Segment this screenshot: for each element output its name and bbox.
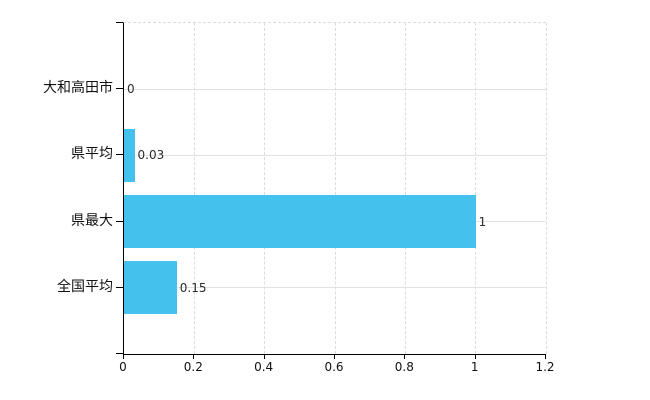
y-axis-tick [116, 286, 123, 288]
bar-value-label: 0.15 [179, 280, 207, 295]
horizontal-gridline [124, 88, 546, 90]
x-axis-tick [474, 354, 476, 359]
x-axis-tick-label: 0 [119, 360, 127, 374]
y-axis-end-tick [116, 22, 123, 23]
category-label: 大和高田市 [43, 80, 113, 97]
category-label: 県平均 [71, 146, 113, 163]
category-label: 全国平均 [57, 278, 113, 295]
x-axis-tick-label: 0.2 [183, 360, 203, 374]
x-axis-tick [263, 354, 265, 359]
bar-value-label: 0.03 [137, 148, 165, 163]
x-axis-tick [404, 354, 406, 359]
x-axis-tick-label: 0.8 [394, 360, 414, 374]
y-axis-end-tick [116, 353, 123, 354]
plot-area: 0 0.03 1 0.15 [123, 22, 547, 355]
x-axis-tick [334, 354, 335, 359]
x-axis-tick [545, 354, 546, 359]
bar-3 [124, 261, 177, 315]
bar-1 [124, 128, 135, 182]
y-axis-tick [116, 88, 123, 90]
x-axis-tick [193, 354, 195, 359]
vertical-gridline [334, 23, 336, 354]
x-axis-tick-label: 1 [470, 360, 479, 374]
vertical-gridline [475, 23, 477, 354]
x-axis-tick-label: 0.6 [324, 360, 344, 374]
vertical-gridline [264, 23, 266, 354]
vertical-gridline [545, 23, 547, 354]
y-axis-tick [116, 154, 123, 156]
horizontal-gridline [124, 154, 546, 156]
x-axis-tick-label: 1.2 [535, 360, 555, 374]
vertical-gridline [193, 23, 195, 354]
bar-2 [124, 195, 476, 249]
y-axis-tick [116, 220, 123, 222]
x-axis-tick [123, 354, 124, 359]
vertical-gridline [404, 23, 406, 354]
bar-value-label: 1 [478, 214, 487, 229]
horizontal-gridline [124, 287, 546, 289]
bar-value-label: 0 [127, 82, 135, 97]
category-label: 県最大 [71, 212, 113, 229]
x-axis-tick-label: 0.4 [254, 360, 274, 374]
